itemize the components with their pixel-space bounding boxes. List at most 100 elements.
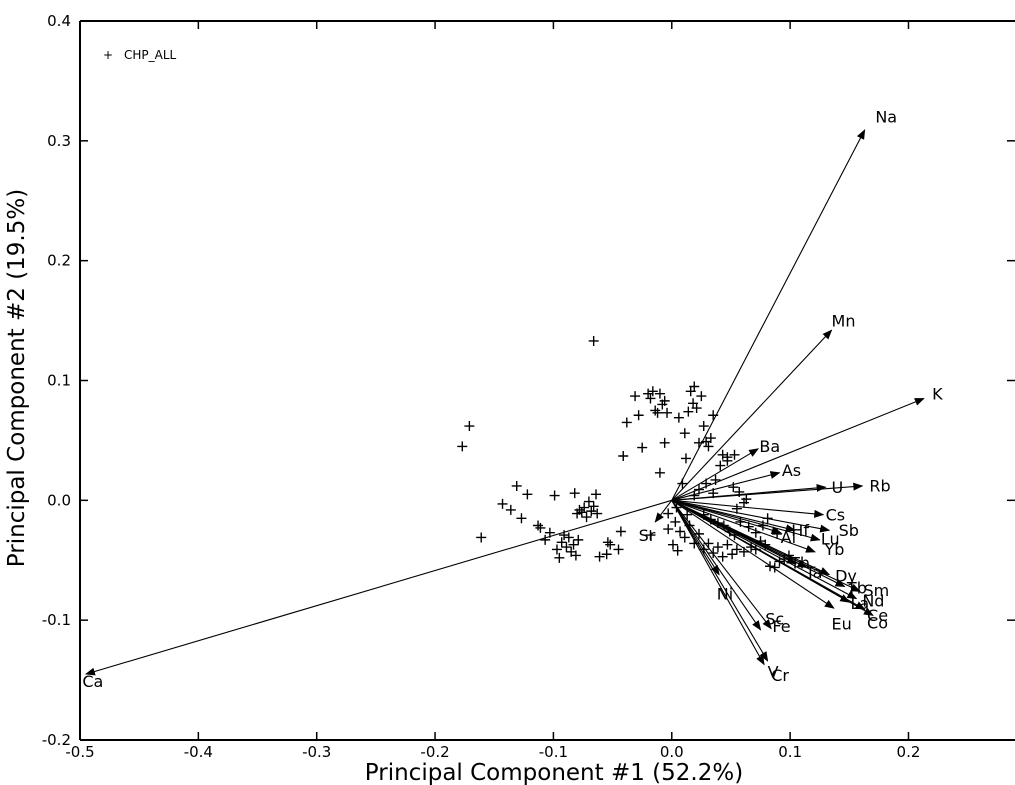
score-point xyxy=(670,516,681,527)
score-point xyxy=(561,542,572,553)
loading-label-ba: Ba xyxy=(759,437,780,456)
loading-label-lu: Lu xyxy=(821,529,840,548)
score-point xyxy=(762,513,773,524)
score-point xyxy=(712,518,723,529)
loading-label-nd: Nd xyxy=(862,592,884,611)
score-point xyxy=(613,544,624,555)
score-point xyxy=(710,474,721,485)
score-point xyxy=(569,488,580,499)
score-point xyxy=(615,526,626,537)
score-point xyxy=(621,417,632,428)
loading-vector-eu xyxy=(671,499,835,609)
score-point xyxy=(540,534,551,545)
score-point xyxy=(647,386,658,397)
legend-marker: + xyxy=(103,48,113,62)
score-point xyxy=(663,524,674,535)
score-point xyxy=(772,528,783,539)
score-point xyxy=(738,546,749,557)
score-point xyxy=(693,437,704,448)
score-point xyxy=(671,502,682,513)
score-point xyxy=(708,548,719,559)
score-point xyxy=(731,503,742,514)
loading-vector-cr xyxy=(671,500,769,662)
score-point xyxy=(722,452,733,463)
score-point xyxy=(769,562,780,573)
axes: -0.5 -0.4 -0.3 -0.2 -0.1 0.0 0.1 0.2 -0.2 -0.1 0.0… xyxy=(42,12,1015,761)
loading-vector-lu xyxy=(671,499,821,542)
score-point xyxy=(708,410,719,421)
loading-vector-hf xyxy=(671,499,796,533)
loading-label-cr: Cr xyxy=(771,666,789,685)
loading-label-k: K xyxy=(932,384,943,403)
score-point xyxy=(563,532,574,543)
score-point xyxy=(643,388,654,399)
score-point xyxy=(586,506,597,517)
score-point xyxy=(583,496,594,507)
loading-label-hf: Hf xyxy=(791,521,809,540)
score-point xyxy=(783,550,794,561)
score-point xyxy=(476,532,487,543)
loading-vectors: NaMnKBaAsURbCsSbLuHfAlYbThTaDySmTbNdLaCe… xyxy=(82,108,943,691)
x-tick-label: -0.2 xyxy=(420,743,449,761)
score-point xyxy=(701,478,712,489)
loading-vector-yb xyxy=(671,499,816,553)
scores-points xyxy=(457,335,794,573)
score-point xyxy=(551,544,562,555)
score-point xyxy=(576,507,587,518)
score-point xyxy=(588,501,599,512)
score-point xyxy=(535,522,546,533)
loading-vector-k xyxy=(671,397,925,501)
score-point xyxy=(698,509,709,520)
score-point xyxy=(731,544,742,555)
score-point xyxy=(594,551,605,562)
score-point xyxy=(684,520,695,531)
loading-vector-rb xyxy=(671,482,864,501)
score-point xyxy=(675,526,686,537)
y-tick-label: 0.1 xyxy=(47,372,71,390)
loading-label-rb: Rb xyxy=(869,477,890,496)
loading-label-eu: Eu xyxy=(832,614,852,633)
loading-label-yb: Yb xyxy=(823,540,844,559)
y-tick-label: 0.0 xyxy=(47,491,71,509)
score-point xyxy=(654,388,665,399)
score-point xyxy=(708,488,719,499)
score-point xyxy=(605,539,616,550)
score-point xyxy=(533,520,544,531)
loading-label-ta: Ta xyxy=(805,563,823,582)
score-point xyxy=(741,494,752,505)
score-point xyxy=(645,393,656,404)
score-point xyxy=(683,406,694,417)
x-tick-label: -0.3 xyxy=(302,743,331,761)
score-point xyxy=(680,453,691,464)
score-point xyxy=(574,504,585,515)
loading-vector-mn xyxy=(671,329,833,501)
score-point xyxy=(679,428,690,439)
loading-label-al: Al xyxy=(781,528,796,547)
score-point xyxy=(728,482,739,493)
score-point xyxy=(689,381,700,392)
score-point xyxy=(511,480,522,491)
score-point xyxy=(630,391,641,402)
y-tick-label: -0.1 xyxy=(42,611,71,629)
loading-label-co: Co xyxy=(867,613,888,632)
y-tick-label: -0.2 xyxy=(42,731,71,749)
score-point xyxy=(601,549,612,560)
loading-label-na: Na xyxy=(875,108,897,127)
score-point xyxy=(727,549,738,560)
score-point xyxy=(698,421,709,432)
score-point xyxy=(645,530,656,541)
score-point xyxy=(750,544,761,555)
score-point xyxy=(760,539,771,550)
loading-vector-fe xyxy=(671,499,772,630)
score-point xyxy=(774,556,785,567)
score-point xyxy=(735,516,746,527)
score-point xyxy=(722,539,733,550)
score-point xyxy=(568,539,579,550)
loading-label-v: V xyxy=(768,662,779,681)
score-point xyxy=(693,484,704,495)
score-point xyxy=(579,502,590,513)
score-point xyxy=(650,405,661,416)
loading-vector-co xyxy=(671,499,874,616)
score-point xyxy=(698,544,709,555)
score-point xyxy=(718,520,729,531)
